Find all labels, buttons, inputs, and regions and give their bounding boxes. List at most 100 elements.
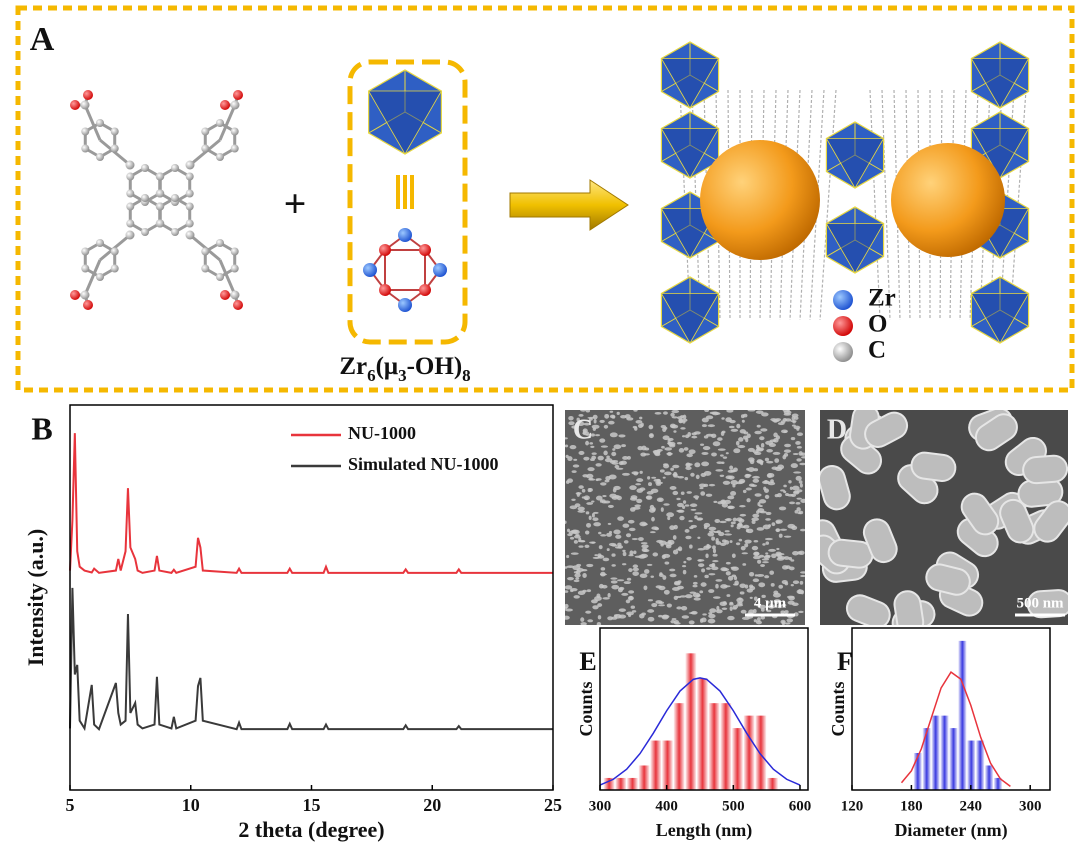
particle <box>764 575 770 579</box>
particle <box>672 535 677 540</box>
particle <box>585 610 592 614</box>
particle <box>628 590 635 594</box>
particle <box>568 421 575 426</box>
particle <box>616 579 625 582</box>
particle <box>741 616 750 620</box>
particle <box>738 478 746 484</box>
legend-atom <box>833 290 853 310</box>
particle <box>800 571 805 574</box>
particle <box>776 557 785 561</box>
rod-particle <box>1026 589 1068 619</box>
particle <box>765 518 771 521</box>
particle <box>726 594 731 597</box>
particle <box>746 433 751 439</box>
particle <box>756 510 760 515</box>
particle <box>699 590 704 594</box>
particle <box>716 461 723 464</box>
particle <box>682 500 687 504</box>
particle <box>672 549 679 555</box>
particle <box>573 571 579 574</box>
atom <box>216 153 224 161</box>
particle <box>761 412 769 417</box>
particle <box>590 458 595 462</box>
particle <box>630 605 636 609</box>
particle <box>656 497 664 502</box>
particle <box>690 610 698 615</box>
particle <box>632 571 639 576</box>
particle <box>692 581 698 585</box>
particle <box>731 553 736 559</box>
particle <box>592 517 599 522</box>
particle <box>724 518 730 521</box>
particle <box>770 479 774 483</box>
particle <box>795 441 801 445</box>
rod-particle <box>1033 500 1068 543</box>
sem-d-overlay: D 500 nm <box>827 414 1065 617</box>
particle <box>622 563 627 566</box>
particle <box>698 563 705 568</box>
particle <box>689 544 693 549</box>
pore-sphere <box>891 143 1005 257</box>
particle <box>671 617 677 621</box>
particle <box>593 522 601 527</box>
particle <box>581 488 586 493</box>
particle <box>801 456 805 459</box>
particle <box>588 487 593 492</box>
particle <box>689 591 697 594</box>
particle <box>786 618 794 623</box>
particle <box>647 476 651 480</box>
particle <box>715 609 723 614</box>
particle <box>700 472 707 478</box>
histogram-bar <box>719 702 733 791</box>
bar-shape <box>396 175 400 209</box>
x-axis-label: Length (nm) <box>656 820 753 841</box>
atom <box>230 144 239 153</box>
particle <box>736 423 741 429</box>
particle <box>668 539 675 545</box>
particle <box>608 530 613 534</box>
bond <box>218 259 237 296</box>
bond <box>218 104 237 141</box>
particle <box>673 475 680 478</box>
atom <box>398 228 412 242</box>
particle <box>604 458 613 463</box>
plot-frame <box>599 627 809 791</box>
particle <box>713 500 718 504</box>
bond <box>83 259 102 296</box>
particle <box>783 430 788 433</box>
particle <box>583 422 591 426</box>
atom <box>220 100 230 110</box>
x-tick-label: 5 <box>66 795 75 815</box>
particle <box>636 478 644 483</box>
y-axis-label: Counts <box>828 681 848 736</box>
particle <box>573 539 578 544</box>
atom <box>185 202 194 211</box>
particle <box>626 611 634 616</box>
particle <box>599 419 605 423</box>
particle <box>619 586 625 591</box>
particle <box>732 607 737 610</box>
particle <box>613 485 621 491</box>
particle <box>746 588 754 593</box>
particle <box>670 467 675 471</box>
particle <box>678 418 684 424</box>
cluster-face <box>970 293 1030 344</box>
particle <box>637 537 644 542</box>
particle <box>660 424 667 429</box>
particle <box>708 589 715 594</box>
atom <box>126 219 135 228</box>
atom <box>201 127 210 136</box>
particle <box>677 585 684 590</box>
particle <box>659 469 665 473</box>
particle <box>700 582 707 587</box>
particle <box>625 599 631 604</box>
particle <box>779 528 788 531</box>
particle <box>639 613 645 619</box>
particle <box>690 508 697 511</box>
scale-bar-label: 500 nm <box>1016 595 1064 611</box>
particle <box>576 568 585 572</box>
particle <box>572 464 580 468</box>
histogram-bar <box>939 714 950 791</box>
particle <box>670 412 675 417</box>
atom <box>141 194 149 202</box>
